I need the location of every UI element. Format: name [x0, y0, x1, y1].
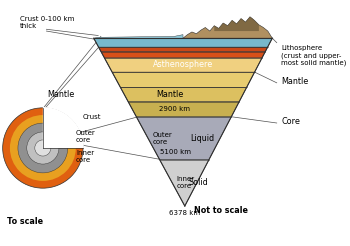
Text: Inner
core: Inner core [76, 150, 94, 163]
Circle shape [27, 132, 59, 164]
Circle shape [35, 140, 51, 156]
Polygon shape [94, 35, 183, 38]
Text: Mantle: Mantle [281, 77, 308, 86]
Text: Asthenosphere: Asthenosphere [153, 61, 214, 69]
Polygon shape [136, 117, 231, 160]
Text: Core: Core [281, 117, 300, 126]
Text: Mantle: Mantle [156, 90, 184, 99]
Text: Solid: Solid [188, 178, 208, 187]
Polygon shape [101, 52, 265, 58]
Polygon shape [99, 47, 268, 52]
Circle shape [3, 108, 83, 188]
Polygon shape [160, 160, 209, 206]
Polygon shape [128, 102, 239, 117]
Polygon shape [120, 87, 247, 102]
Text: Outer
core: Outer core [76, 130, 96, 143]
Polygon shape [94, 38, 272, 47]
Text: 6378 km: 6378 km [169, 210, 200, 215]
Polygon shape [214, 17, 259, 31]
Text: Mantle: Mantle [47, 90, 74, 99]
Text: To scale: To scale [7, 217, 43, 226]
Circle shape [18, 123, 68, 173]
Text: Outer
core: Outer core [153, 132, 172, 145]
Text: Inner
core: Inner core [177, 176, 195, 189]
Text: Crust 0-100 km
thick: Crust 0-100 km thick [20, 16, 74, 29]
Text: Lithosphere
(crust and upper-
most solid mantle): Lithosphere (crust and upper- most solid… [281, 45, 346, 66]
Text: Crust: Crust [82, 114, 101, 120]
Text: 5100 km: 5100 km [160, 149, 191, 155]
Text: Liquid: Liquid [190, 134, 214, 143]
Text: 2900 km: 2900 km [159, 106, 190, 112]
Text: Not to scale: Not to scale [194, 206, 248, 215]
Polygon shape [104, 58, 262, 72]
Circle shape [10, 115, 76, 181]
Polygon shape [183, 17, 272, 38]
Polygon shape [43, 107, 84, 148]
Polygon shape [112, 72, 254, 87]
